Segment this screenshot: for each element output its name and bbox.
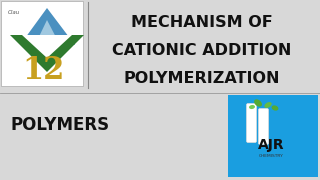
Text: Clau: Clau xyxy=(8,10,20,15)
Ellipse shape xyxy=(272,105,278,111)
Polygon shape xyxy=(10,35,84,72)
Polygon shape xyxy=(22,35,72,58)
Text: POLYMERIZATION: POLYMERIZATION xyxy=(124,71,280,86)
Ellipse shape xyxy=(264,102,272,108)
Text: MECHANISM OF: MECHANISM OF xyxy=(131,15,273,30)
Text: POLYMERS: POLYMERS xyxy=(10,116,109,134)
Ellipse shape xyxy=(254,99,262,107)
Polygon shape xyxy=(35,20,60,45)
FancyBboxPatch shape xyxy=(259,109,268,145)
FancyBboxPatch shape xyxy=(246,103,257,143)
FancyBboxPatch shape xyxy=(228,95,318,177)
Polygon shape xyxy=(20,8,75,45)
FancyBboxPatch shape xyxy=(1,1,83,86)
Ellipse shape xyxy=(249,105,255,109)
Text: AJR: AJR xyxy=(258,138,284,152)
Text: CHEMISTRY: CHEMISTRY xyxy=(259,154,284,158)
Text: CATIONIC ADDITION: CATIONIC ADDITION xyxy=(112,43,292,58)
Text: 12: 12 xyxy=(22,55,64,86)
